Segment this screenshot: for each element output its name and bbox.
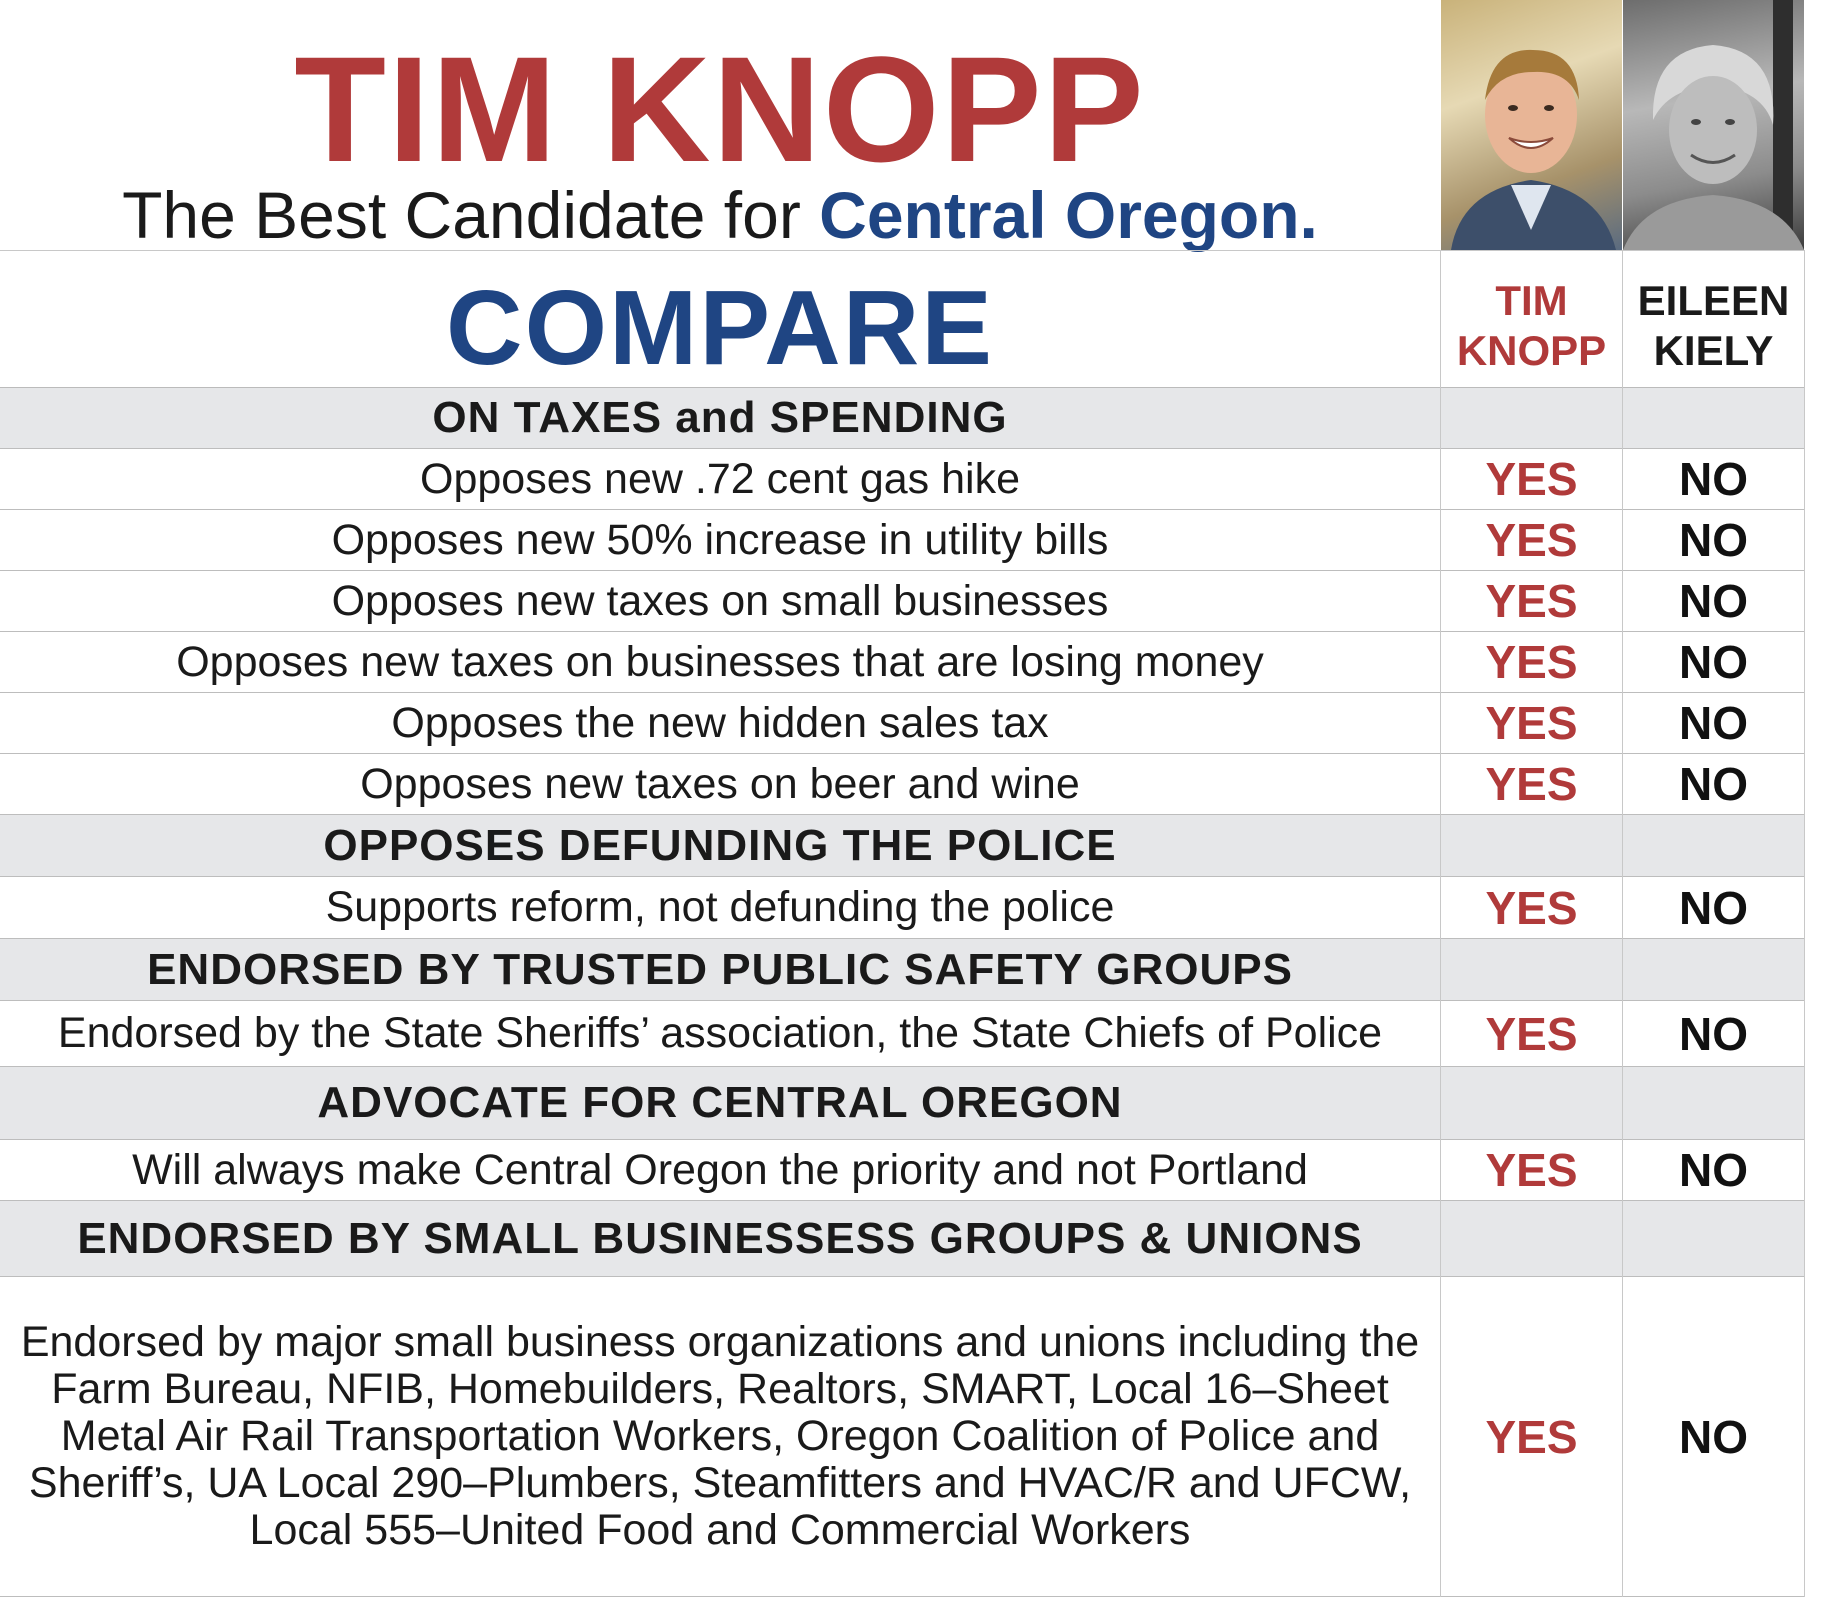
candidate-name-title: TIM KNOPP <box>294 25 1146 193</box>
knopp-answer: YES <box>1485 1410 1578 1463</box>
table-row: Opposes new taxes on beer and wine YES NO <box>0 754 1805 815</box>
column-divider-a <box>1440 250 1441 1597</box>
candidate-b-first-name: EILEEN <box>1637 277 1790 324</box>
knopp-answer: YES <box>1485 636 1578 688</box>
row-label: Endorsed by the State Sheriffs’ associat… <box>57 1009 1383 1057</box>
row-label: Endorsed by major small business organiz… <box>20 1318 1420 1554</box>
table-row: Will always make Central Oregon the prio… <box>0 1140 1805 1201</box>
tagline: The Best Candidate for Central Oregon. <box>0 178 1440 252</box>
section-label: ENDORSED BY TRUSTED PUBLIC SAFETY GROUPS <box>147 944 1293 994</box>
kiely-answer: NO <box>1679 1144 1748 1196</box>
row-label: Opposes new 50% increase in utility bill… <box>331 515 1109 564</box>
section-row-public-safety: ENDORSED BY TRUSTED PUBLIC SAFETY GROUPS <box>0 939 1805 1001</box>
column-divider-b <box>1622 250 1623 1597</box>
table-row: Opposes the new hidden sales tax YES NO <box>0 693 1805 754</box>
knopp-answer: YES <box>1485 1144 1578 1196</box>
row-label: Opposes new .72 cent gas hike <box>420 454 1020 503</box>
candidate-a-last-name: KNOPP <box>1456 327 1607 374</box>
candidate-b-last-name: KIELY <box>1653 327 1774 374</box>
tagline-emphasis: Central Oregon. <box>819 178 1318 252</box>
table-row: Opposes new taxes on businesses that are… <box>0 632 1805 693</box>
row-label: Will always make Central Oregon the prio… <box>132 1145 1308 1194</box>
kiely-answer: NO <box>1679 1410 1748 1463</box>
kiely-answer: NO <box>1679 636 1748 688</box>
row-label: Opposes new taxes on small businesses <box>331 576 1109 625</box>
candidate-a-label: TIM KNOPP <box>1441 276 1622 376</box>
knopp-answer: YES <box>1485 881 1578 934</box>
row-label: Opposes new taxes on businesses that are… <box>176 637 1264 686</box>
eileen-kiely-portrait-icon <box>1623 0 1804 250</box>
table-row: Opposes new .72 cent gas hike YES NO <box>0 449 1805 510</box>
tagline-prefix: The Best Candidate for <box>122 178 820 252</box>
kiely-answer: NO <box>1679 514 1748 566</box>
section-label: ON TAXES and SPENDING <box>432 393 1008 442</box>
section-row-central-oregon: ADVOCATE FOR CENTRAL OREGON <box>0 1067 1805 1140</box>
section-label: OPPOSES DEFUNDING THE POLICE <box>323 820 1117 870</box>
row-label: Opposes new taxes on beer and wine <box>360 759 1080 808</box>
tim-knopp-portrait-icon <box>1451 49 1616 250</box>
knopp-answer: YES <box>1485 575 1578 627</box>
kiely-answer: NO <box>1679 1007 1748 1060</box>
header-divider <box>0 250 1805 251</box>
candidate-a-first-name: TIM <box>1495 277 1568 324</box>
kiely-answer: NO <box>1679 758 1748 810</box>
eileen-kiely-photo <box>1623 0 1804 250</box>
column-divider-c <box>1804 250 1805 1597</box>
kiely-answer: NO <box>1679 575 1748 627</box>
section-row-police: OPPOSES DEFUNDING THE POLICE <box>0 815 1805 877</box>
section-label: ADVOCATE FOR CENTRAL OREGON <box>317 1078 1123 1127</box>
compare-divider <box>0 387 1805 388</box>
kiely-answer: NO <box>1679 453 1748 505</box>
kiely-answer: NO <box>1679 697 1748 749</box>
tim-knopp-photo <box>1441 0 1622 250</box>
knopp-answer: YES <box>1485 453 1578 505</box>
section-row-small-business: ENDORSED BY SMALL BUSINESSESS GROUPS & U… <box>0 1201 1805 1277</box>
kiely-answer: NO <box>1679 881 1748 934</box>
table-row: Endorsed by major small business organiz… <box>0 1277 1805 1597</box>
row-label: Opposes the new hidden sales tax <box>391 698 1049 747</box>
section-row-taxes: ON TAXES and SPENDING <box>0 388 1805 449</box>
candidate-b-label: EILEEN KIELY <box>1623 276 1804 376</box>
table-row: Endorsed by the State Sheriffs’ associat… <box>0 1001 1805 1067</box>
table-row: Supports reform, not defunding the polic… <box>0 877 1805 939</box>
table-row: Opposes new taxes on small businesses YES… <box>0 571 1805 632</box>
table-row: Opposes new 50% increase in utility bill… <box>0 510 1805 571</box>
knopp-answer: YES <box>1485 758 1578 810</box>
knopp-answer: YES <box>1485 514 1578 566</box>
knopp-answer: YES <box>1485 697 1578 749</box>
compare-heading: COMPARE <box>446 269 994 387</box>
knopp-answer: YES <box>1485 1007 1578 1060</box>
row-label: Supports reform, not defunding the polic… <box>325 883 1115 931</box>
section-label: ENDORSED BY SMALL BUSINESSESS GROUPS & U… <box>77 1213 1363 1263</box>
